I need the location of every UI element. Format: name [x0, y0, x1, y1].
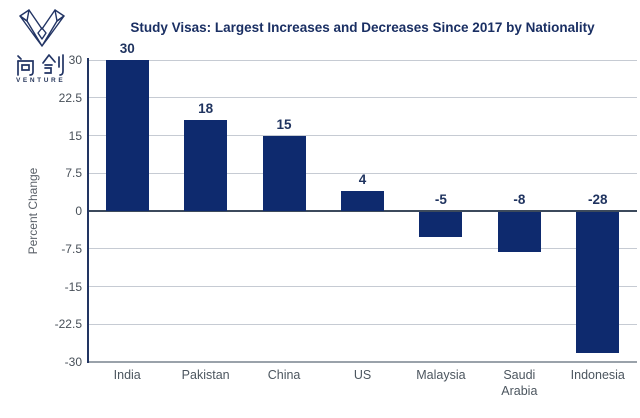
value-label-indonesia: -28: [588, 192, 608, 207]
bar-indonesia: [576, 212, 620, 353]
gridline-15: [88, 135, 637, 136]
y-tick-label-30: 30: [68, 53, 82, 67]
x-tick-label-saudi-arabia: Saudi Arabia: [501, 368, 538, 398]
gridline-7.5: [88, 172, 637, 174]
venture-logo: VENTURE: [12, 8, 84, 84]
bar-us: [341, 190, 384, 211]
x-tick-label-indonesia: Indonesia: [570, 368, 625, 382]
x-tick-label-us: US: [353, 368, 372, 382]
x-tick-label-pakistan: Pakistan: [181, 368, 230, 382]
bar-malaysia: [419, 212, 463, 238]
gridline--15: [88, 286, 637, 287]
y-tick-label-0: 0: [75, 204, 82, 218]
venture-logo-icon: [19, 9, 65, 47]
y-axis-line: [87, 58, 89, 363]
x-tick-label-india: India: [113, 368, 141, 382]
value-label-us: 4: [358, 171, 367, 187]
bar-saudi-arabia: [497, 212, 541, 253]
y-tick-label-15: 15: [68, 128, 82, 143]
gridline--22.5: [88, 323, 637, 325]
gridline--7.5: [88, 248, 637, 250]
value-label-malaysia: -5: [434, 192, 447, 207]
logo-chinese-text-icon: [17, 54, 64, 76]
y-tick-label--22.5: -22.5: [54, 317, 82, 332]
y-tick-label--15: -15: [64, 279, 82, 294]
gridline-0: [88, 210, 637, 212]
logo-venture-text: VENTURE: [16, 77, 66, 84]
value-label-india: 30: [119, 41, 135, 56]
value-label-china: 15: [276, 116, 292, 132]
chart-title: Study Visas: Largest Increases and Decre…: [130, 20, 595, 35]
gridline-22.5: [88, 97, 637, 99]
y-tick-label-7.5: 7.5: [65, 166, 82, 181]
gridline--30: [88, 361, 637, 363]
y-tick-label--30: -30: [64, 355, 82, 369]
x-tick-label-china: China: [267, 368, 301, 382]
gridline-30: [88, 59, 637, 61]
bar-india: [105, 60, 149, 211]
y-tick-label--7.5: -7.5: [61, 241, 82, 256]
y-tick-label-22.5: 22.5: [58, 90, 82, 105]
x-tick-label-malaysia: Malaysia: [416, 368, 466, 382]
bar-china: [262, 135, 306, 211]
value-label-saudi-arabia: -8: [513, 192, 526, 207]
bar-pakistan: [184, 120, 228, 211]
value-label-pakistan: 18: [198, 101, 214, 117]
